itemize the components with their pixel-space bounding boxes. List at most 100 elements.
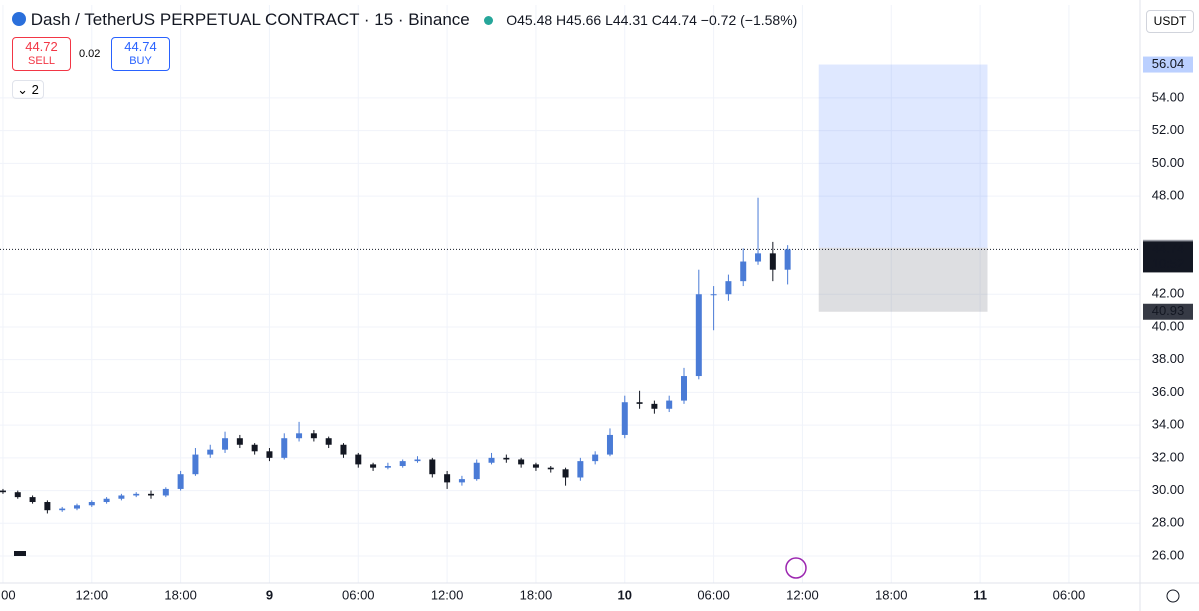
candle-body: [177, 474, 184, 489]
candle-body: [592, 454, 599, 462]
candle-body: [414, 459, 421, 462]
x-tick-label: 9: [266, 587, 273, 602]
buy-label: BUY: [129, 55, 152, 67]
x-tick-label: 18:00: [520, 587, 553, 602]
candle-body: [473, 462, 480, 480]
candle-body: [44, 502, 51, 511]
candle-body: [59, 508, 66, 511]
y-tick-label: 30.00: [1152, 482, 1185, 497]
ohlc: O45.48 H45.66 L44.31 C44.74 −0.72 (−1.58…: [506, 12, 798, 28]
stop-label: 40.93: [1152, 303, 1185, 318]
candle-body: [725, 281, 732, 295]
candle-body: [236, 438, 243, 445]
buy-price: 44.74: [124, 39, 157, 54]
x-tick-label: 12:00: [431, 587, 464, 602]
candle-body: [681, 376, 687, 401]
indicator-toggle[interactable]: ⌄ 2: [12, 80, 44, 99]
candle-body: [562, 469, 569, 478]
candle-body: [88, 502, 95, 506]
symbol-title: Dash / TetherUS PERPETUAL CONTRACT · 15 …: [30, 10, 470, 29]
y-tick-label: 36.00: [1152, 384, 1185, 399]
candle-body: [769, 253, 776, 270]
tv-logo-mark: [14, 551, 26, 556]
target-label-bg: [1143, 56, 1193, 73]
spread: 0.02: [79, 48, 101, 60]
x-tick-label: 06:00: [697, 587, 730, 602]
candle-body: [103, 498, 110, 503]
y-tick-label: 40.00: [1152, 318, 1185, 333]
target-label: 56.04: [1152, 56, 1185, 71]
y-tick-label: 50.00: [1152, 155, 1185, 170]
x-tick-label: 10: [618, 587, 632, 602]
x-tick-label: 12:00: [786, 587, 819, 602]
candle-body: [296, 433, 303, 439]
candle-body: [370, 464, 377, 468]
buy-button[interactable]: 44.74 BUY: [111, 37, 170, 71]
candle-body: [532, 464, 539, 468]
candle-body: [784, 249, 791, 270]
last-price-label: 44.74: [1152, 241, 1185, 256]
candle-body: [14, 492, 21, 498]
y-tick-label: 28.00: [1152, 515, 1185, 530]
candle-body: [162, 488, 169, 496]
candle-body: [755, 253, 762, 262]
y-tick-label: 34.00: [1152, 417, 1185, 432]
candle-body: [740, 261, 747, 282]
countdown: 10:52: [1152, 256, 1185, 271]
candle-body: [458, 479, 465, 483]
candle-body: [148, 493, 155, 496]
stop-zone: [818, 247, 988, 312]
candle-body: [73, 505, 80, 509]
candle-body: [118, 495, 125, 499]
indicator-count: 2: [31, 82, 39, 97]
x-tick-label: 6:00: [0, 587, 16, 602]
status-dot: [484, 16, 494, 25]
y-tick-label: 52.00: [1152, 122, 1185, 137]
y-tick-label: 54.00: [1152, 89, 1185, 104]
candle-body: [266, 451, 273, 458]
candle-body: [651, 403, 658, 409]
stop-label-bg: [1143, 303, 1193, 320]
x-tick-label: 06:00: [1053, 587, 1086, 602]
candle-body: [384, 466, 391, 468]
x-tick-label: 18:00: [164, 587, 197, 602]
candle-body: [518, 459, 525, 465]
candle-body: [340, 444, 347, 455]
sell-button[interactable]: 44.72 SELL: [12, 37, 71, 71]
candle-body: [399, 461, 406, 467]
candle-body: [251, 444, 258, 452]
y-tick-label: 26.00: [1152, 547, 1185, 562]
candle-body: [444, 474, 451, 483]
candle-body: [192, 454, 199, 475]
candle-body: [0, 490, 6, 493]
candle-body: [666, 400, 673, 409]
candle-body: [488, 457, 495, 463]
candle-body: [133, 493, 140, 496]
y-tick-label: 48.00: [1152, 188, 1185, 203]
header: Dash / TetherUS PERPETUAL CONTRACT · 15 …: [12, 10, 797, 30]
candle-body: [429, 459, 436, 475]
sell-label: SELL: [28, 55, 55, 67]
y-tick-label: 38.00: [1152, 351, 1185, 366]
target-zone: [818, 64, 988, 248]
last-price-bg: [1143, 241, 1193, 273]
candle-body: [29, 497, 36, 503]
candle-body: [355, 454, 362, 465]
settings-icon: [1166, 589, 1180, 603]
candle-body: [695, 294, 702, 377]
x-tick-label: 11: [973, 587, 987, 602]
event-icon: [785, 557, 807, 579]
candle-body: [710, 294, 717, 296]
candle-body: [606, 434, 613, 455]
logo: [12, 12, 26, 26]
candle-body: [636, 402, 643, 404]
candle-body: [207, 449, 214, 455]
y-tick-label: 32.00: [1152, 449, 1185, 464]
x-tick-label: 06:00: [342, 587, 375, 602]
candle-body: [281, 438, 288, 458]
currency-button[interactable]: USDT: [1146, 10, 1194, 33]
y-tick-label: 42.00: [1152, 286, 1185, 301]
